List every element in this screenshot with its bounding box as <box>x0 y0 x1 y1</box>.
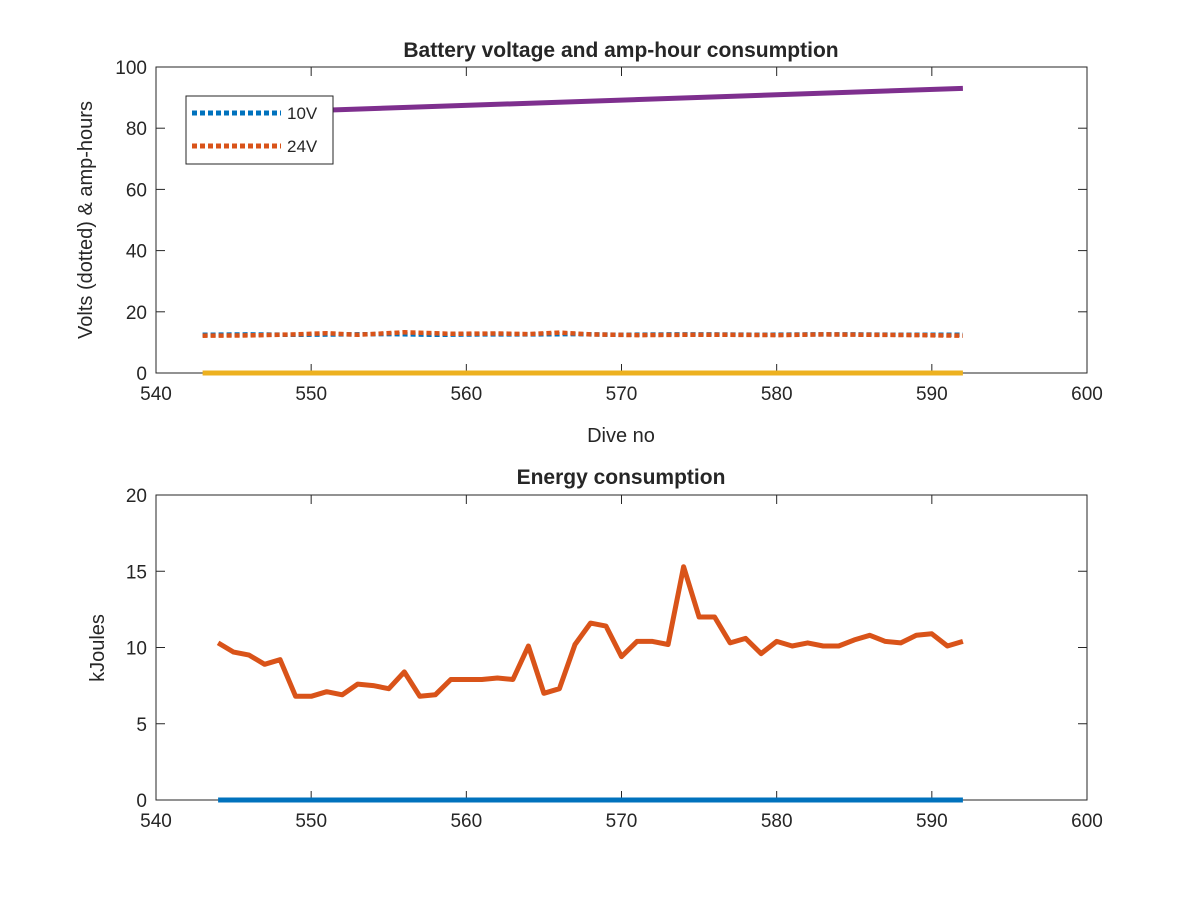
y-tick-label: 80 <box>126 119 147 140</box>
top-axis-ticks: 540 550 560 570 580 590 600 0 20 40 60 80 100 <box>115 58 1103 405</box>
y-tick-label: 100 <box>115 58 147 79</box>
x-tick-label: 600 <box>1071 811 1103 832</box>
bottom-axis-ticks: 540 550 560 570 580 590 600 0 5 10 15 20 <box>126 486 1103 832</box>
legend-label-10v: 10V <box>287 104 318 123</box>
y-tick-label: 15 <box>126 562 147 583</box>
x-tick-label: 550 <box>295 811 327 832</box>
top-x-axis-label: Dive no <box>587 425 655 447</box>
axes-bottom: Energy consumption kJoules 540 550 560 570 5… <box>87 466 1103 832</box>
x-tick-label: 570 <box>606 811 638 832</box>
y-tick-label: 5 <box>136 715 147 736</box>
x-tick-label: 540 <box>140 384 172 405</box>
x-tick-label: 540 <box>140 811 172 832</box>
legend: 10V 24V <box>185 95 334 165</box>
y-tick-label: 20 <box>126 486 147 507</box>
x-tick-label: 580 <box>761 384 793 405</box>
x-tick-label: 570 <box>606 384 638 405</box>
x-tick-label: 590 <box>916 384 948 405</box>
y-tick-label: 0 <box>136 364 147 385</box>
top-chart-title: Battery voltage and amp-hour consumption <box>403 39 838 62</box>
y-tick-label: 0 <box>136 791 147 812</box>
x-tick-label: 560 <box>450 384 482 405</box>
y-tick-label: 40 <box>126 242 147 263</box>
top-y-axis-label: Volts (dotted) & amp-hours <box>75 101 97 339</box>
bottom-series-group <box>216 564 964 803</box>
bottom-chart-title: Energy consumption <box>517 466 726 489</box>
x-tick-label: 560 <box>450 811 482 832</box>
y-tick-label: 10 <box>126 639 147 660</box>
top-series-line-1 <box>202 330 963 338</box>
x-tick-label: 580 <box>761 811 793 832</box>
bottom-y-axis-label: kJoules <box>87 614 109 682</box>
x-tick-label: 590 <box>916 811 948 832</box>
y-tick-label: 60 <box>126 180 147 201</box>
axes-top: Battery voltage and amp-hour consumption… <box>75 39 1103 447</box>
legend-box <box>185 95 334 165</box>
x-tick-label: 600 <box>1071 384 1103 405</box>
bottom-series-line-0 <box>216 564 964 699</box>
x-tick-label: 550 <box>295 384 327 405</box>
y-tick-label: 20 <box>126 303 147 324</box>
legend-label-24v: 24V <box>287 137 318 156</box>
